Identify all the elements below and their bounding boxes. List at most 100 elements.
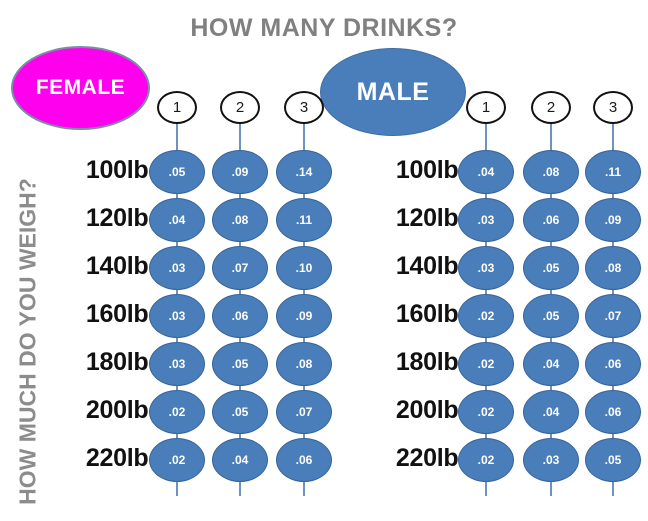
bac-value-bubble-female-r5-c3: .08 (276, 342, 332, 386)
bac-value: .03 (168, 309, 186, 323)
bac-value-bubble-male-r3-c3: .08 (585, 246, 641, 290)
bac-value: .06 (231, 309, 249, 323)
bac-value-bubble-female-r2-c2: .08 (212, 198, 268, 242)
weight-row-label-female-2: 120lb. (85, 204, 155, 232)
bac-value-bubble-male-r6-c3: .06 (585, 390, 641, 434)
bac-value: .08 (295, 357, 313, 371)
bac-value-bubble-male-r6-c2: .04 (523, 390, 579, 434)
bac-value: .08 (604, 261, 622, 275)
drink-count-header-female-2: 2 (220, 90, 260, 124)
bac-value: .04 (542, 405, 560, 419)
weight-row-label-male-1: 100lb. (395, 156, 465, 184)
bac-value-bubble-male-r2-c3: .09 (585, 198, 641, 242)
bac-value-bubble-male-r4-c2: .05 (523, 294, 579, 338)
weight-row-label-female-5: 180lb. (85, 348, 155, 376)
bac-value-bubble-male-r5-c3: .06 (585, 342, 641, 386)
drink-count-label: 3 (608, 98, 618, 116)
bac-value: .05 (231, 357, 249, 371)
bac-value: .11 (604, 165, 622, 179)
bac-value-bubble-female-r4-c2: .06 (212, 294, 268, 338)
weight-row-label-female-6: 200lb. (85, 396, 155, 424)
bac-value: .02 (477, 405, 495, 419)
bac-value: .03 (542, 453, 560, 467)
bac-value-bubble-male-r1-c1: .04 (458, 150, 514, 194)
bac-value-bubble-male-r1-c2: .08 (523, 150, 579, 194)
bac-value-bubble-male-r5-c2: .04 (523, 342, 579, 386)
bac-value: .04 (231, 453, 249, 467)
weight-row-label-male-3: 140lb. (395, 252, 465, 280)
bac-value: .09 (231, 165, 249, 179)
bac-value: .05 (604, 453, 622, 467)
weight-row-label-male-7: 220lb. (395, 444, 465, 472)
bac-value-bubble-female-r5-c1: .03 (149, 342, 205, 386)
bac-value: .04 (168, 213, 186, 227)
weight-row-label-female-1: 100lb. (85, 156, 155, 184)
bac-value-bubble-female-r5-c2: .05 (212, 342, 268, 386)
bac-value-bubble-female-r3-c2: .07 (212, 246, 268, 290)
bac-value-bubble-male-r3-c1: .03 (458, 246, 514, 290)
bac-value: .06 (604, 357, 622, 371)
bac-value: .05 (542, 309, 560, 323)
drink-count-label: 2 (235, 98, 245, 116)
group-bubble-female: FEMALE (11, 46, 150, 130)
bac-value: .05 (168, 165, 186, 179)
bac-value: .02 (477, 453, 495, 467)
bac-value: .06 (604, 405, 622, 419)
drink-count-header-female-3: 3 (284, 90, 324, 124)
bac-value: .10 (295, 261, 313, 275)
drink-count-label: 1 (172, 98, 182, 116)
bac-value-bubble-male-r6-c1: .02 (458, 390, 514, 434)
bac-value: .07 (295, 405, 313, 419)
bac-value-bubble-female-r2-c1: .04 (149, 198, 205, 242)
drink-count-label: 3 (299, 98, 309, 116)
bac-value: .05 (231, 405, 249, 419)
bac-value: .04 (477, 165, 495, 179)
bac-value-bubble-female-r7-c1: .02 (149, 438, 205, 482)
bac-value-bubble-female-r4-c1: .03 (149, 294, 205, 338)
bac-value: .06 (542, 213, 560, 227)
bac-value-bubble-male-r1-c3: .11 (585, 150, 641, 194)
bac-value: .08 (542, 165, 560, 179)
bac-value: .03 (477, 213, 495, 227)
bac-value: .02 (477, 357, 495, 371)
bac-value: .03 (168, 357, 186, 371)
bac-value-bubble-male-r3-c2: .05 (523, 246, 579, 290)
drink-count-header-male-1: 1 (466, 90, 506, 124)
weight-row-label-female-4: 160lb. (85, 300, 155, 328)
bac-value-bubble-female-r1-c3: .14 (276, 150, 332, 194)
drink-count-header-male-2: 2 (531, 90, 571, 124)
bac-value-bubble-female-r7-c2: .04 (212, 438, 268, 482)
bac-value: .02 (168, 453, 186, 467)
group-bubble-male: MALE (320, 48, 466, 136)
bac-value: .14 (295, 165, 313, 179)
weight-row-label-female-3: 140lb. (85, 252, 155, 280)
bac-value-bubble-male-r2-c2: .06 (523, 198, 579, 242)
bac-value: .02 (477, 309, 495, 323)
bac-value-bubble-female-r7-c3: .06 (276, 438, 332, 482)
bac-value: .09 (295, 309, 313, 323)
group-label-female: FEMALE (35, 76, 126, 99)
bac-value-bubble-male-r2-c1: .03 (458, 198, 514, 242)
bac-value: .11 (295, 213, 313, 227)
drink-count-label: 2 (546, 98, 556, 116)
weight-row-label-male-5: 180lb. (395, 348, 465, 376)
bac-value: .02 (168, 405, 186, 419)
bac-value-bubble-male-r4-c3: .07 (585, 294, 641, 338)
bac-value-bubble-male-r5-c1: .02 (458, 342, 514, 386)
drink-count-header-male-3: 3 (593, 90, 633, 124)
bac-value-bubble-male-r4-c1: .02 (458, 294, 514, 338)
bac-value: .03 (477, 261, 495, 275)
bac-value: .07 (231, 261, 249, 275)
bac-value-bubble-female-r6-c2: .05 (212, 390, 268, 434)
bac-value-bubble-female-r2-c3: .11 (276, 198, 332, 242)
bac-value: .03 (168, 261, 186, 275)
bac-value: .07 (604, 309, 622, 323)
bac-value-bubble-female-r6-c1: .02 (149, 390, 205, 434)
page-title: HOW MANY DRINKS? (190, 14, 458, 42)
bac-value-bubble-female-r6-c3: .07 (276, 390, 332, 434)
bac-value-bubble-female-r1-c1: .05 (149, 150, 205, 194)
drink-count-label: 1 (481, 98, 491, 116)
bac-value: .09 (604, 213, 622, 227)
bac-value-bubble-male-r7-c2: .03 (523, 438, 579, 482)
